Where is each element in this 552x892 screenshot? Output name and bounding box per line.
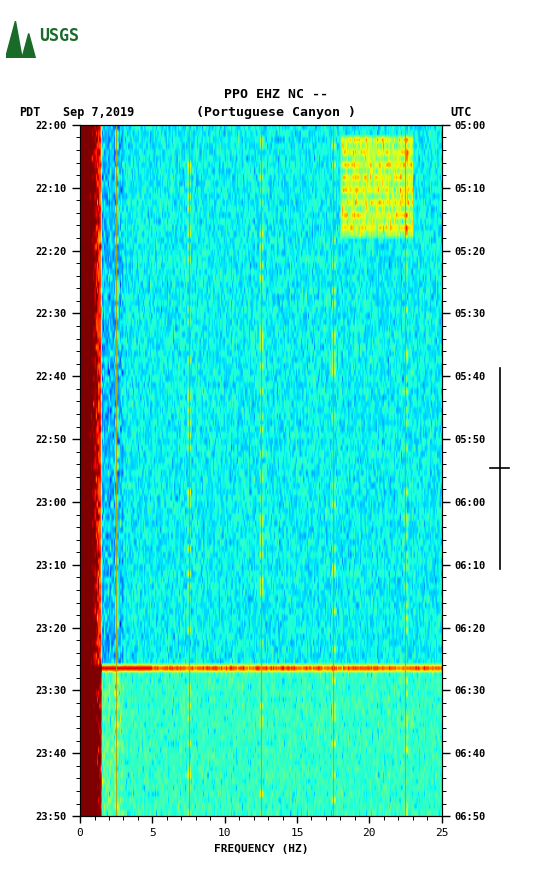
X-axis label: FREQUENCY (HZ): FREQUENCY (HZ) xyxy=(214,844,308,854)
Text: PPO EHZ NC --: PPO EHZ NC -- xyxy=(224,88,328,101)
Text: PDT: PDT xyxy=(19,106,41,119)
Text: Sep 7,2019: Sep 7,2019 xyxy=(63,106,135,119)
Text: UTC: UTC xyxy=(450,106,471,119)
Text: (Portuguese Canyon ): (Portuguese Canyon ) xyxy=(196,106,356,119)
Text: USGS: USGS xyxy=(39,27,78,45)
Polygon shape xyxy=(6,21,35,58)
